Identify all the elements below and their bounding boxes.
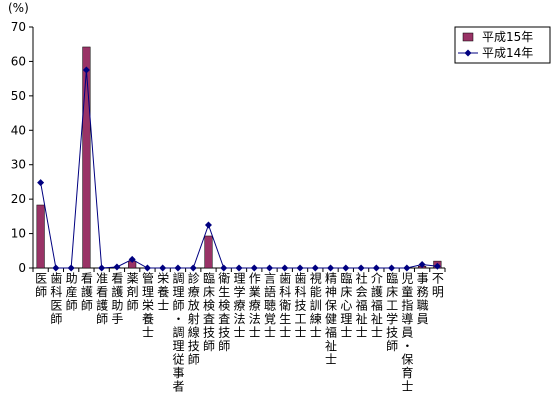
x-tick-label: 歯科医師 — [49, 272, 63, 326]
x-tick-label: 不明 — [430, 272, 444, 299]
x-tick-label: 作業療法士 — [247, 272, 261, 340]
marker — [372, 264, 380, 272]
marker — [327, 264, 335, 272]
x-tick-label: 視能訓練士 — [308, 271, 322, 340]
x-tick-label: 薬剤師 — [125, 272, 139, 313]
marker — [82, 66, 90, 74]
y-tick-label: 40 — [11, 123, 26, 137]
x-tick-label: 理学療法士 — [232, 272, 246, 340]
marker — [235, 264, 243, 272]
y-tick-label: 0 — [18, 261, 26, 275]
x-tick-label: 児童指導員・保育士 — [400, 272, 414, 394]
x-tick-label: 助産師 — [64, 272, 78, 313]
marker — [342, 264, 350, 272]
marker — [98, 264, 106, 272]
x-tick-label: 言語聴覚士 — [263, 272, 277, 340]
legend-marker — [464, 49, 472, 57]
marker — [433, 262, 441, 270]
x-tick-label: 管理栄養士 — [140, 271, 154, 340]
line — [40, 69, 438, 269]
marker — [403, 264, 411, 272]
legend-label: 平成15年 — [482, 30, 533, 44]
marker — [52, 264, 60, 272]
y-tick-label: 60 — [11, 54, 26, 68]
y-tick-label: 70 — [11, 20, 26, 34]
marker — [357, 264, 365, 272]
marker — [67, 264, 75, 272]
bar — [36, 204, 45, 269]
y-tick-label: 30 — [11, 158, 26, 172]
legend-label: 平成14年 — [482, 46, 533, 60]
x-tick-label: 栄養士 — [156, 272, 170, 313]
marker — [174, 264, 182, 272]
x-tick-label: 診療放射線技師 — [186, 271, 200, 367]
x-tick-label: 社会福祉士 — [354, 271, 368, 340]
x-tick-label: 准看護師 — [95, 272, 109, 326]
marker — [143, 264, 151, 272]
marker — [281, 264, 289, 272]
marker — [311, 264, 319, 272]
marker — [189, 264, 197, 272]
x-tick-label: 看護助手 — [110, 272, 124, 326]
x-tick-label: 臨床心理士 — [339, 272, 353, 340]
x-tick-label: 衛生検査技師 — [217, 272, 231, 353]
y-tick-label: 20 — [11, 192, 26, 206]
marker — [159, 264, 167, 272]
marker — [204, 221, 212, 229]
marker — [220, 264, 228, 272]
y-tick-label: 50 — [11, 89, 26, 103]
x-tick-label: 歯科衛生士 — [278, 272, 292, 340]
x-tick-label: 介護福祉士 — [369, 272, 383, 340]
marker — [266, 264, 274, 272]
x-tick-label: 臨床工学技師 — [385, 272, 399, 353]
marker — [250, 264, 258, 272]
bar — [82, 46, 91, 269]
x-tick-label: 臨床検査技師 — [201, 272, 215, 353]
x-tick-label: 歯科技工士 — [293, 272, 307, 340]
marker — [296, 264, 304, 272]
marker — [37, 179, 45, 187]
marker — [128, 255, 136, 263]
legend-swatch — [462, 32, 474, 42]
y-tick-label: 10 — [11, 227, 26, 241]
marker — [418, 261, 426, 269]
marker — [113, 263, 121, 271]
bar — [204, 235, 213, 269]
x-tick-label: 調理師・調理従事者 — [171, 272, 185, 394]
marker — [388, 264, 396, 272]
unit-label: (%) — [8, 1, 29, 15]
x-tick-label: 看護師 — [79, 272, 93, 313]
x-tick-label: 事務職員 — [415, 272, 429, 326]
x-tick-label: 精神保健福祉士 — [324, 272, 338, 367]
x-tick-label: 医師 — [34, 272, 48, 299]
